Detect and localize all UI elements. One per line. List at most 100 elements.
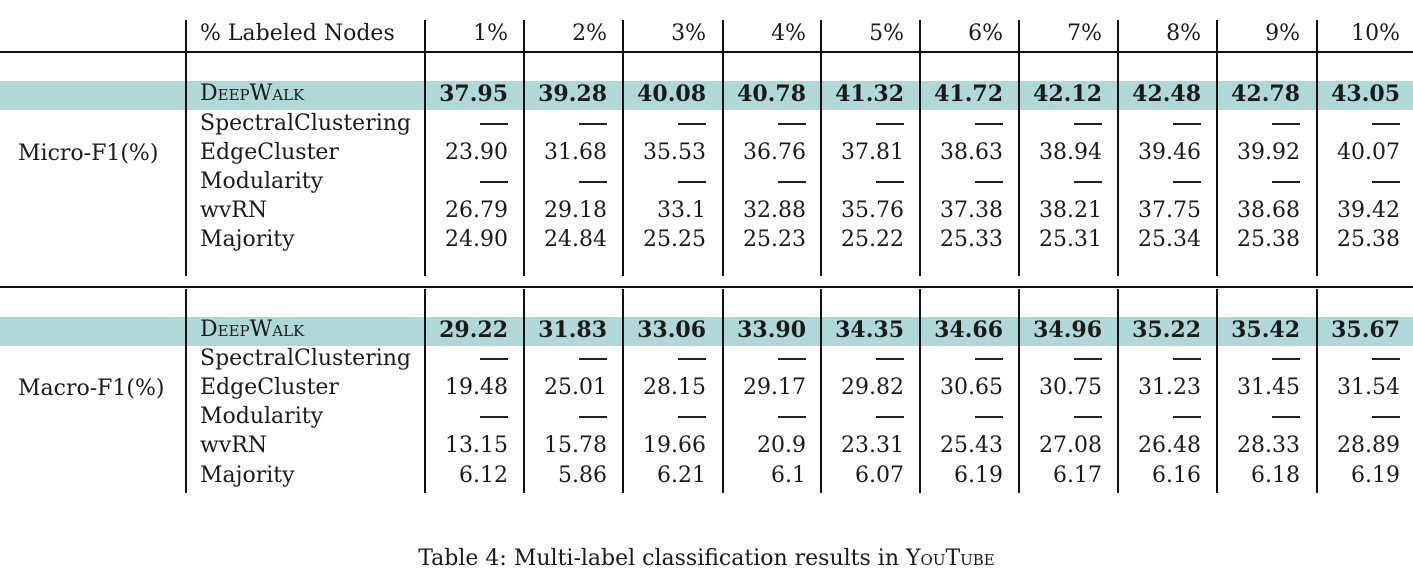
dash-cell	[579, 416, 607, 418]
table-cell: 30.65	[940, 375, 1003, 400]
column-divider	[820, 20, 822, 276]
dash-cell	[1272, 123, 1300, 125]
dash-cell	[678, 358, 706, 360]
table-cell: 38.63	[940, 140, 1003, 165]
table-cell: 43.05	[1331, 81, 1400, 107]
dash-cell	[480, 416, 508, 418]
dash-cell	[1173, 123, 1201, 125]
table-cell: 37.75	[1138, 198, 1201, 223]
table-cell: 37.38	[940, 198, 1003, 223]
table-cell: 37.95	[439, 81, 508, 107]
table-cell: 23.31	[841, 433, 904, 458]
table-cell: 26.48	[1138, 433, 1201, 458]
table-cell: 29.22	[439, 317, 508, 343]
table-cell: 35.22	[1132, 317, 1201, 343]
dash-cell	[678, 123, 706, 125]
dash-cell	[1173, 416, 1201, 418]
dash-cell	[778, 416, 806, 418]
table-cell: 34.66	[934, 317, 1003, 343]
method-name: DeepWalk	[200, 81, 305, 106]
dash-cell	[876, 123, 904, 125]
dash-cell	[876, 416, 904, 418]
highlight-band-2	[0, 317, 1413, 346]
table-cell: 25.23	[743, 227, 806, 252]
method-name: Majority	[200, 227, 295, 252]
dash-cell	[1372, 181, 1400, 183]
method-name: Modularity	[200, 404, 323, 429]
dash-cell	[1173, 181, 1201, 183]
column-header: 9%	[1265, 21, 1300, 46]
dash-cell	[778, 123, 806, 125]
dash-cell	[876, 181, 904, 183]
table-cell: 39.28	[538, 81, 607, 107]
method-name: wvRN	[200, 433, 268, 458]
table-cell: 24.90	[445, 227, 508, 252]
dash-cell	[1074, 123, 1102, 125]
table-cell: 25.31	[1039, 227, 1102, 252]
table-cell: 27.08	[1039, 433, 1102, 458]
table-cell: 19.66	[643, 433, 706, 458]
table-cell: 35.76	[841, 198, 904, 223]
dash-cell	[975, 123, 1003, 125]
column-header: 7%	[1067, 21, 1102, 46]
method-name: Modularity	[200, 169, 323, 194]
table-cell: 25.22	[841, 227, 904, 252]
table-cell: 40.07	[1337, 140, 1400, 165]
dash-cell	[778, 181, 806, 183]
group-label: Macro-F1(%)	[18, 376, 165, 401]
table-cell: 29.17	[743, 375, 806, 400]
horizontal-rule-1	[0, 51, 1413, 53]
dash-cell	[1272, 416, 1300, 418]
column-divider	[622, 20, 624, 276]
table-cell: 31.68	[544, 140, 607, 165]
table-cell: 35.53	[643, 140, 706, 165]
column-divider	[185, 289, 187, 493]
column-divider	[1117, 289, 1119, 493]
table-cell: 35.67	[1331, 317, 1400, 343]
column-header: 2%	[572, 21, 607, 46]
column-header: 8%	[1166, 21, 1201, 46]
table-cell: 33.90	[737, 317, 806, 343]
column-divider	[523, 20, 525, 276]
dash-cell	[1074, 181, 1102, 183]
highlight-band-1	[0, 81, 1413, 110]
table-cell: 6.19	[1351, 463, 1400, 488]
table-cell: 6.07	[855, 463, 904, 488]
table-cell: 6.19	[954, 463, 1003, 488]
table-cell: 34.96	[1033, 317, 1102, 343]
table-cell: 35.42	[1231, 317, 1300, 343]
table-cell: 25.33	[940, 227, 1003, 252]
table-cell: 39.92	[1237, 140, 1300, 165]
column-divider	[523, 289, 525, 493]
table-cell: 23.90	[445, 140, 508, 165]
dash-cell	[480, 181, 508, 183]
table-cell: 31.45	[1237, 375, 1300, 400]
table-cell: 38.68	[1237, 198, 1300, 223]
table-caption: Table 4: Multi-label classification resu…	[0, 544, 1413, 574]
table-cell: 29.82	[841, 375, 904, 400]
column-divider	[919, 289, 921, 493]
table-cell: 42.12	[1033, 81, 1102, 107]
dash-cell	[975, 358, 1003, 360]
column-header: 1%	[473, 21, 508, 46]
method-name: EdgeCluster	[200, 140, 339, 165]
dash-cell	[1272, 181, 1300, 183]
table-cell: 31.54	[1337, 375, 1400, 400]
column-divider	[919, 20, 921, 276]
table-cell: 42.78	[1231, 81, 1300, 107]
table-cell: 38.21	[1039, 198, 1102, 223]
column-divider	[722, 20, 724, 276]
table-cell: 28.15	[643, 375, 706, 400]
column-header: 3%	[671, 21, 706, 46]
dash-cell	[778, 358, 806, 360]
dash-cell	[1074, 358, 1102, 360]
table-cell: 25.38	[1337, 227, 1400, 252]
table-cell: 38.94	[1039, 140, 1102, 165]
table-cell: 39.42	[1337, 198, 1400, 223]
caption-prefix: Table 4: Multi-label classification resu…	[418, 546, 906, 571]
dash-cell	[579, 358, 607, 360]
results-table: % Labeled Nodes 1% 2% 3% 4% 5% 6% 7% 8% 9% 10% Micr…	[0, 20, 1413, 493]
method-name: EdgeCluster	[200, 375, 339, 400]
table-cell: 19.48	[445, 375, 508, 400]
table-cell: 29.18	[544, 198, 607, 223]
